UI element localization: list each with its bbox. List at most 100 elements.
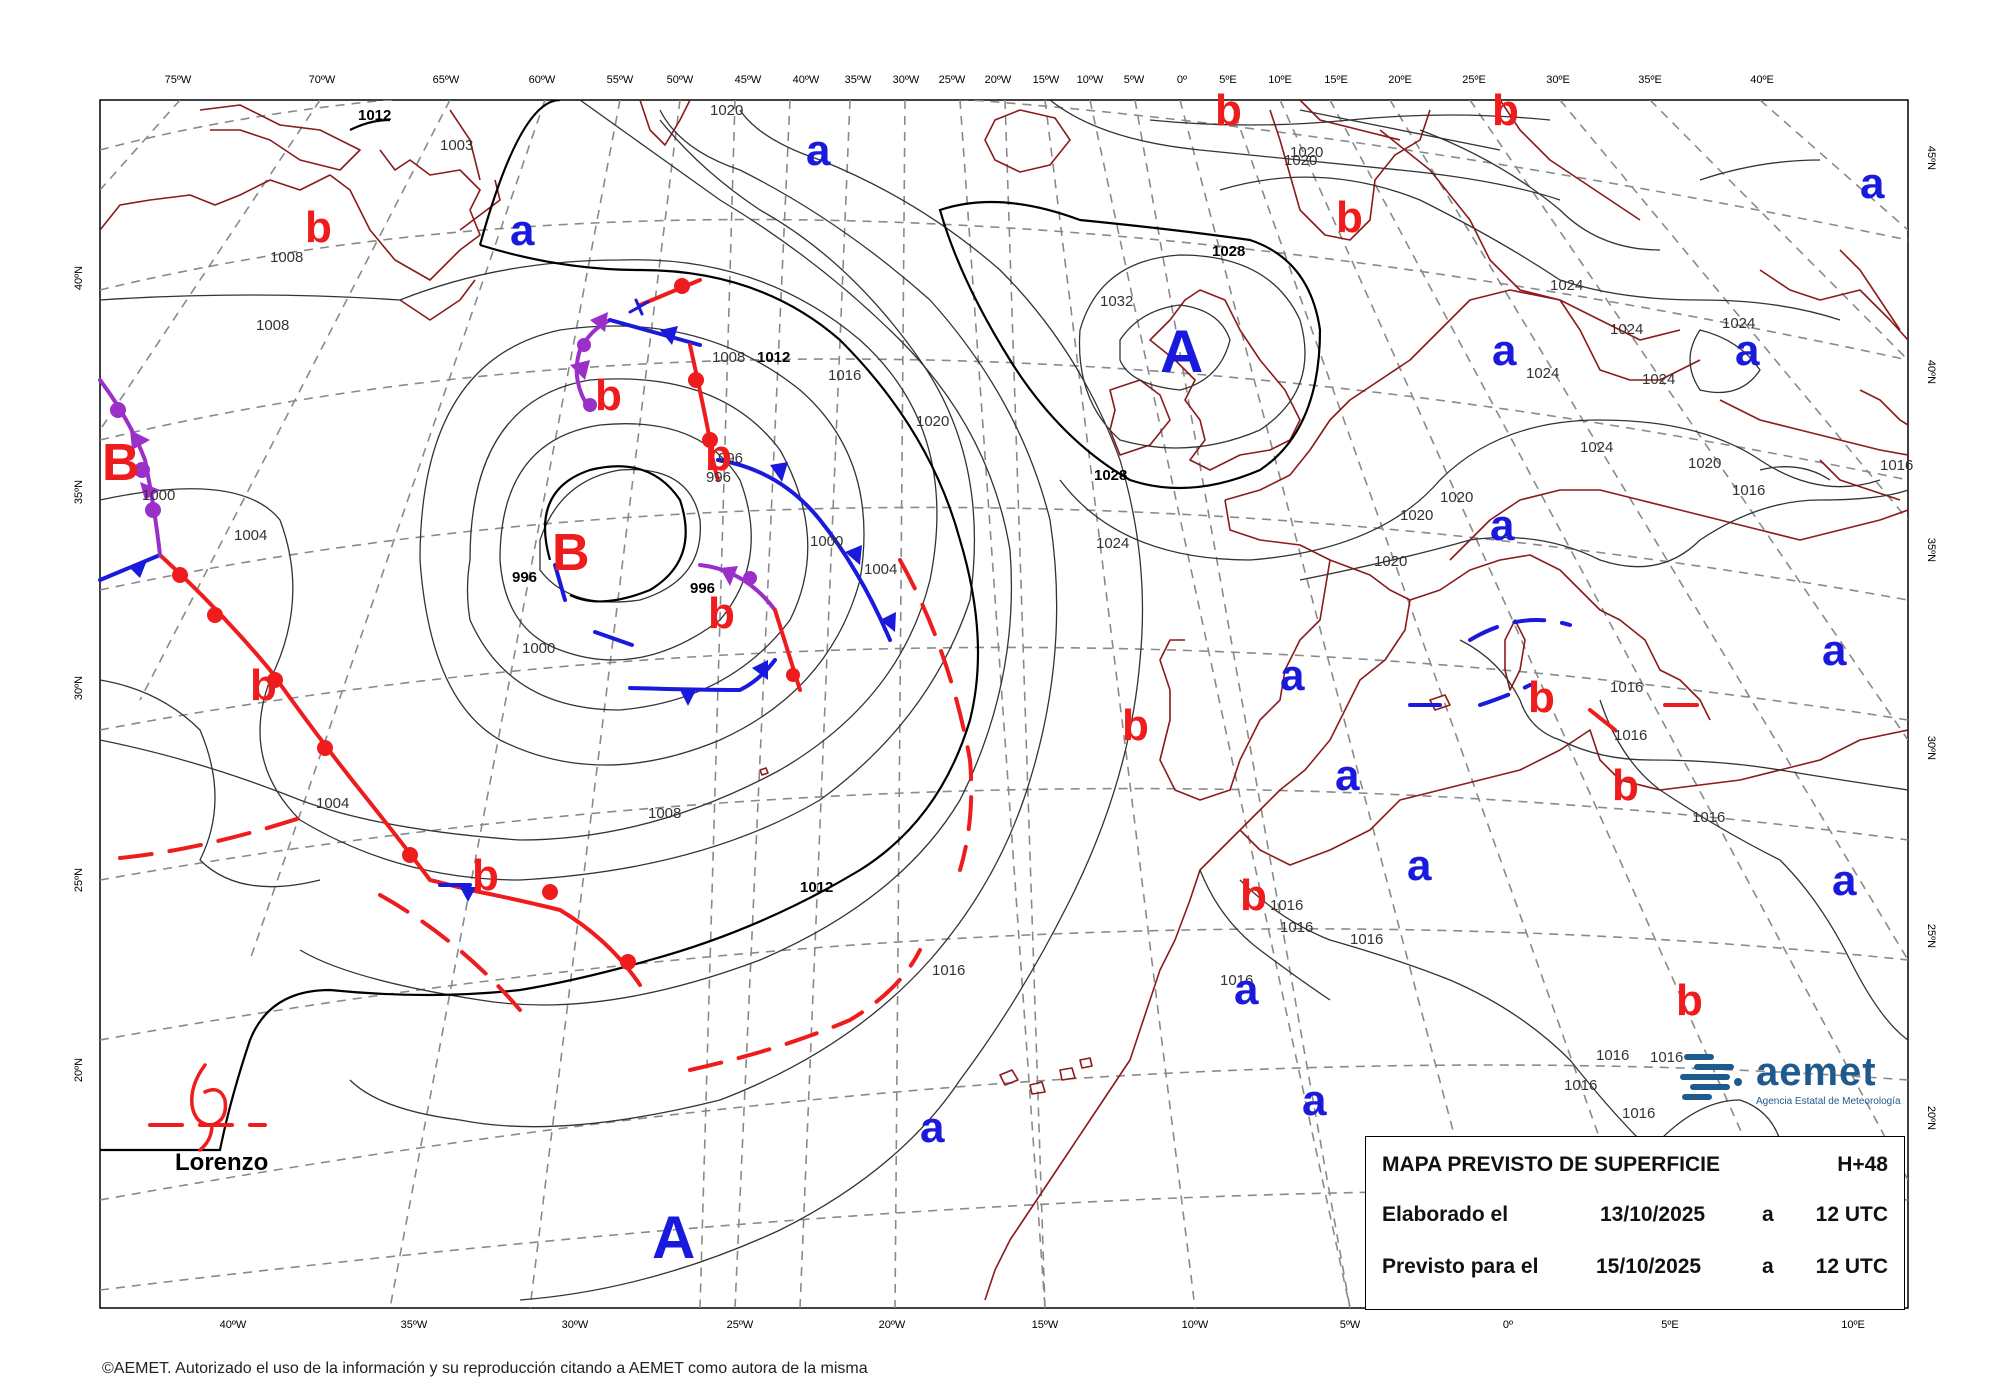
minor-high: a (1234, 965, 1259, 1014)
minor-low: b (472, 851, 499, 900)
left-lat-label: 30ºN (73, 676, 85, 700)
right-lat-label: 20ºN (1925, 1106, 1937, 1130)
isobar-label: 1008 (712, 349, 745, 366)
top-lon-label: 55ºW (607, 74, 634, 86)
minor-low-labels: b b b b b b b b b b b b b b (250, 86, 1703, 1025)
isobar-label: 1016 (1650, 1049, 1683, 1066)
bottom-lon-label: 20ºW (879, 1319, 906, 1331)
valid-label: Previsto para el (1382, 1255, 1539, 1278)
cold-front-west (98, 553, 162, 582)
isobar-label: 1020 (1400, 507, 1433, 524)
minor-low: b (1528, 673, 1555, 722)
top-lon-labels: 75ºW 70ºW 65ºW 60ºW 55ºW 50ºW 45ºW 40ºW 35ºW 30ºW… (165, 74, 1774, 86)
aemet-logo-icon (1680, 1054, 1742, 1100)
bottom-lon-label: 40ºW (220, 1319, 247, 1331)
minor-low: b (1240, 871, 1267, 920)
isobar-label: 1020 (1290, 144, 1323, 161)
fronts (98, 278, 1717, 1152)
isobar-label: 1000 (142, 487, 175, 504)
top-lon-label: 20ºE (1388, 74, 1412, 86)
low-pressure-center: B (552, 524, 590, 582)
top-lon-label: 30ºE (1546, 74, 1570, 86)
top-lon-label: 25ºW (939, 74, 966, 86)
made-label: Elaborado el (1382, 1203, 1509, 1226)
isobar-label: 1016 (1732, 482, 1765, 499)
minor-high: a (1822, 626, 1847, 675)
copyright-notice: ©AEMET. Autorizado el uso de la informac… (102, 1360, 868, 1377)
bottom-lon-label: 30ºW (562, 1319, 589, 1331)
isobar-label: 1024 (1610, 321, 1643, 338)
top-lon-label: 50ºW (667, 74, 694, 86)
isobar-label: 1028 (1212, 243, 1245, 260)
top-lon-label: 40ºW (793, 74, 820, 86)
top-lon-label: 70ºW (309, 74, 336, 86)
isobar-label: 1016 (1614, 727, 1647, 744)
right-lat-label: 45ºN (1925, 146, 1937, 170)
longitude-grid (100, 100, 1908, 1308)
occluded-front-central (698, 563, 777, 612)
isobar-label: 996 (706, 469, 731, 486)
storm-label: Lorenzo (175, 1149, 268, 1176)
minor-high-labels: aaaaaaaaaaaaaaa (510, 126, 1885, 1152)
right-lat-labels: 45ºN 40ºN 35ºN 30ºN 25ºN 20ºN (1925, 146, 1937, 1130)
isobar-label: 1020 (1284, 152, 1317, 169)
isobar-label: 1032 (1100, 293, 1133, 310)
bold-isobars (100, 100, 1322, 1152)
valid-time: 12 UTC (1815, 1255, 1888, 1278)
isobar-label: 1012 (800, 879, 833, 896)
high-pressure-center: A (1160, 318, 1203, 385)
minor-low: b (708, 589, 735, 638)
warm-front-central (688, 343, 720, 482)
cold-front-north (608, 318, 702, 347)
isobar-label: 996 (512, 569, 537, 586)
made-row: Elaborado el 13/10/2025 a 12 UTC (1382, 1203, 1888, 1233)
left-lat-label: 35ºN (73, 480, 85, 504)
top-lon-label: 10ºW (1077, 74, 1104, 86)
isobar-label: 1024 (1580, 439, 1613, 456)
bottom-lon-label: 25ºW (727, 1319, 754, 1331)
minor-high: a (1492, 326, 1517, 375)
minor-high: a (1302, 1076, 1327, 1125)
top-lon-label: 15ºE (1324, 74, 1348, 86)
top-lon-label: 40ºE (1750, 74, 1774, 86)
top-lon-label: 75ºW (165, 74, 192, 86)
top-lon-label: 5ºE (1219, 74, 1236, 86)
isobar-label: 1016 (1596, 1047, 1629, 1064)
isobars (100, 100, 1908, 1301)
high-pressure-center: A (652, 1204, 695, 1271)
bottom-lon-labels: 40ºW 35ºW 30ºW 25ºW 20ºW 15ºW 10ºW 5ºW 0º 5ºE 10ºE (220, 1319, 1865, 1331)
right-lat-label: 35ºN (1925, 538, 1937, 562)
isobar-label: 1024 (1642, 371, 1675, 388)
top-lon-label: 35ºE (1638, 74, 1662, 86)
valid-at: a (1762, 1255, 1774, 1278)
made-time: 12 UTC (1815, 1203, 1888, 1226)
top-lon-label: 20ºW (985, 74, 1012, 86)
valid-date: 15/10/2025 (1596, 1255, 1702, 1278)
minor-high: a (1280, 651, 1305, 700)
minor-low: b (1676, 976, 1703, 1025)
aemet-logo: aemet Agencia Estatal de Meteorología (1680, 1050, 1910, 1110)
coastlines (100, 100, 1908, 1301)
minor-high: a (1335, 751, 1360, 800)
isobar-labels: 1012 1008 1008 1004 1000 1000 996 996 996 996 1000… (142, 102, 1913, 1122)
top-lon-label: 15ºW (1033, 74, 1060, 86)
top-lon-label: 25ºE (1462, 74, 1486, 86)
right-lat-label: 25ºN (1925, 924, 1937, 948)
isobar-label: 1016 (1610, 679, 1643, 696)
minor-high: a (1490, 501, 1515, 550)
isobar-label: 1008 (256, 317, 289, 334)
isobar-label: 1020 (1688, 455, 1721, 472)
left-lat-label: 20ºN (73, 1058, 85, 1082)
minor-low: b (1336, 193, 1363, 242)
isobar-label: 1016 (1270, 897, 1303, 914)
isobar-label: 1016 (1280, 919, 1313, 936)
top-lon-label: 0º (1177, 74, 1187, 86)
pressure-centers: A A B B (102, 318, 1203, 1271)
bottom-lon-label: 15ºW (1032, 1319, 1059, 1331)
bottom-lon-label: 10ºE (1841, 1319, 1865, 1331)
top-lon-label: 5ºW (1124, 74, 1145, 86)
minor-high: a (510, 206, 535, 255)
isobar-label: 1016 (932, 962, 965, 979)
top-lon-label: 45ºW (735, 74, 762, 86)
